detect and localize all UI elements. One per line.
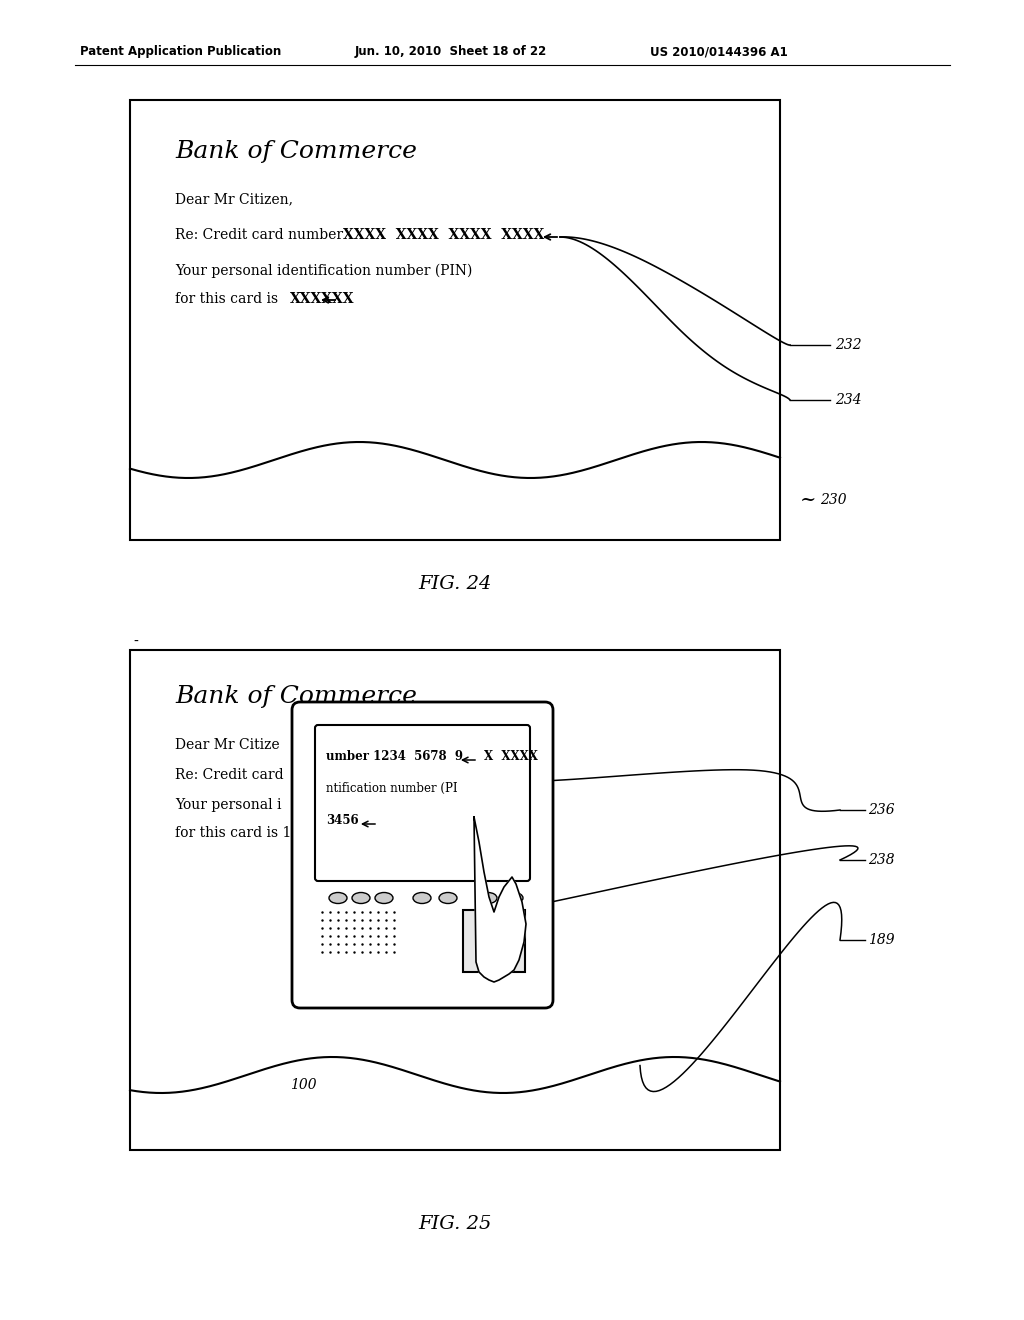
- Text: Bank of Commerce: Bank of Commerce: [175, 685, 417, 708]
- Text: FIG. 24: FIG. 24: [419, 576, 492, 593]
- FancyBboxPatch shape: [292, 702, 553, 1008]
- Text: XXXXXX: XXXXXX: [290, 292, 354, 306]
- Text: Re: Credit card: Re: Credit card: [175, 768, 284, 781]
- Ellipse shape: [375, 892, 393, 903]
- Text: X  XXXX: X XXXX: [484, 750, 538, 763]
- Bar: [130, 649, 780, 1150]
- Text: Dear Mr Citize: Dear Mr Citize: [175, 738, 280, 752]
- Text: 234: 234: [835, 393, 861, 407]
- FancyBboxPatch shape: [463, 909, 525, 972]
- Text: Your personal identification number (PIN): Your personal identification number (PIN…: [175, 264, 472, 279]
- Polygon shape: [474, 817, 526, 982]
- Text: for this card is: for this card is: [175, 292, 283, 306]
- Text: 232: 232: [835, 338, 861, 352]
- Text: 100: 100: [290, 1078, 316, 1092]
- Ellipse shape: [413, 892, 431, 903]
- Bar: [130, 100, 780, 540]
- Text: umber 1234  5678  9: umber 1234 5678 9: [326, 750, 463, 763]
- FancyBboxPatch shape: [315, 725, 530, 880]
- Text: for this card is 1: for this card is 1: [175, 826, 292, 840]
- Text: Your personal i: Your personal i: [175, 799, 282, 812]
- Text: 230: 230: [820, 492, 847, 507]
- Text: ~: ~: [800, 491, 816, 510]
- Text: Dear Mr Citizen,: Dear Mr Citizen,: [175, 191, 293, 206]
- Text: -: -: [133, 635, 138, 649]
- Text: US 2010/0144396 A1: US 2010/0144396 A1: [650, 45, 787, 58]
- Text: 189: 189: [868, 933, 895, 946]
- Text: 238: 238: [868, 853, 895, 867]
- Ellipse shape: [479, 892, 497, 903]
- Text: Patent Application Publication: Patent Application Publication: [80, 45, 282, 58]
- Ellipse shape: [505, 892, 523, 903]
- Text: FIG. 25: FIG. 25: [419, 1214, 492, 1233]
- Text: Bank of Commerce: Bank of Commerce: [175, 140, 417, 162]
- Ellipse shape: [329, 892, 347, 903]
- Text: Jun. 10, 2010  Sheet 18 of 22: Jun. 10, 2010 Sheet 18 of 22: [355, 45, 547, 58]
- Text: Re: Credit card number: Re: Credit card number: [175, 228, 347, 242]
- Ellipse shape: [439, 892, 457, 903]
- Text: XXXX  XXXX  XXXX  XXXX: XXXX XXXX XXXX XXXX: [343, 228, 544, 242]
- Text: 3456: 3456: [326, 814, 358, 828]
- Ellipse shape: [352, 892, 370, 903]
- Text: ntification number (PI: ntification number (PI: [326, 781, 458, 795]
- Text: 236: 236: [868, 803, 895, 817]
